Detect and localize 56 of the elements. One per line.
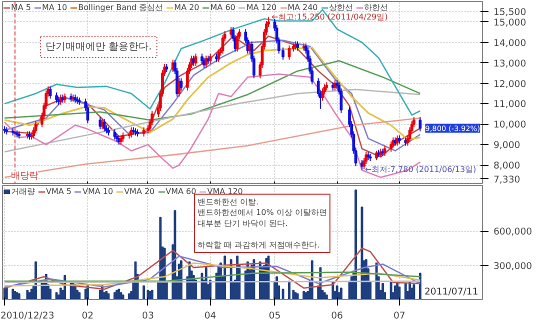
legend-label: 상한선 <box>328 2 353 13</box>
y-tick-label: 12,000 <box>494 78 526 90</box>
y-tick-label: 8,000 <box>494 160 520 172</box>
legend-label: MA 60 <box>210 3 236 12</box>
legend-label: MA 120 <box>246 3 277 12</box>
y-tick-label: 15,000 <box>494 17 526 28</box>
legend-label: 하한선 <box>364 2 388 13</box>
candlestick <box>180 78 183 91</box>
line-series <box>4 255 421 288</box>
legend-label: VMA 20 <box>124 187 155 196</box>
x-tick-label: 07 <box>393 310 406 322</box>
y-tick-label: 14,000 <box>494 38 526 49</box>
line-series <box>4 262 421 287</box>
legend-label: MA 240 <box>288 3 318 12</box>
candlestick <box>102 118 106 132</box>
y-tick-label: 300,000 <box>494 260 532 272</box>
y-tick-label: 11,000 <box>494 99 526 110</box>
candlestick <box>192 55 196 66</box>
candlestick <box>98 116 102 130</box>
candlestick <box>390 141 393 152</box>
ref-line-label: 배당락 <box>10 170 38 182</box>
candlestick <box>120 134 122 146</box>
x-tick-label: 2010/12/23 <box>0 310 54 322</box>
legend-label: 거래량 <box>11 186 35 197</box>
y-tick-label: 9,000 <box>494 140 520 152</box>
line-series <box>4 248 421 290</box>
candlestick <box>194 53 198 66</box>
candlestick <box>55 92 58 104</box>
legend-label: VMA 60 <box>166 187 196 196</box>
annotation: 단기매매에만 활용한다. <box>46 42 152 52</box>
legend-label: Bollinger Band 중심선 <box>78 2 164 13</box>
x-tick-label: 05 <box>268 310 281 322</box>
y-tick-label: 7,330 <box>494 174 520 186</box>
candlestick <box>142 126 146 137</box>
y-tick-label: 15,500 <box>494 7 526 18</box>
x-tick-label: 03 <box>142 310 154 322</box>
y-tick-label: 13,000 <box>494 58 526 70</box>
legend-label: VMA 10 <box>82 187 114 196</box>
candlestick <box>418 116 422 132</box>
candlestick <box>296 40 299 52</box>
candlestick <box>321 88 324 102</box>
x-tick-label: 04 <box>204 310 216 322</box>
y-tick-label: 600,000 <box>494 226 532 238</box>
annotation: 2011/07/11 <box>424 286 478 298</box>
x-tick-label: 02 <box>82 310 94 322</box>
legend-label: MA 5 <box>11 3 32 12</box>
x-tick-label: 06 <box>331 310 344 322</box>
legend-label: VMA 5 <box>46 187 72 196</box>
legend-label: MA 10 <box>42 3 68 12</box>
line-series <box>4 271 421 282</box>
legend-label: MA 20 <box>174 3 200 12</box>
legend-label: VMA 120 <box>207 187 243 196</box>
candlestick <box>122 132 124 142</box>
text: 밴드하한선 이탈. 밴드하한선에서 10% 이상 이탈하면 대부분 단기 바닥이 된다. 하락할 때 과감하게 저점매수한다. <box>198 197 327 250</box>
y-tick-label: 10,000 <box>494 120 526 131</box>
candlestick <box>200 53 204 64</box>
